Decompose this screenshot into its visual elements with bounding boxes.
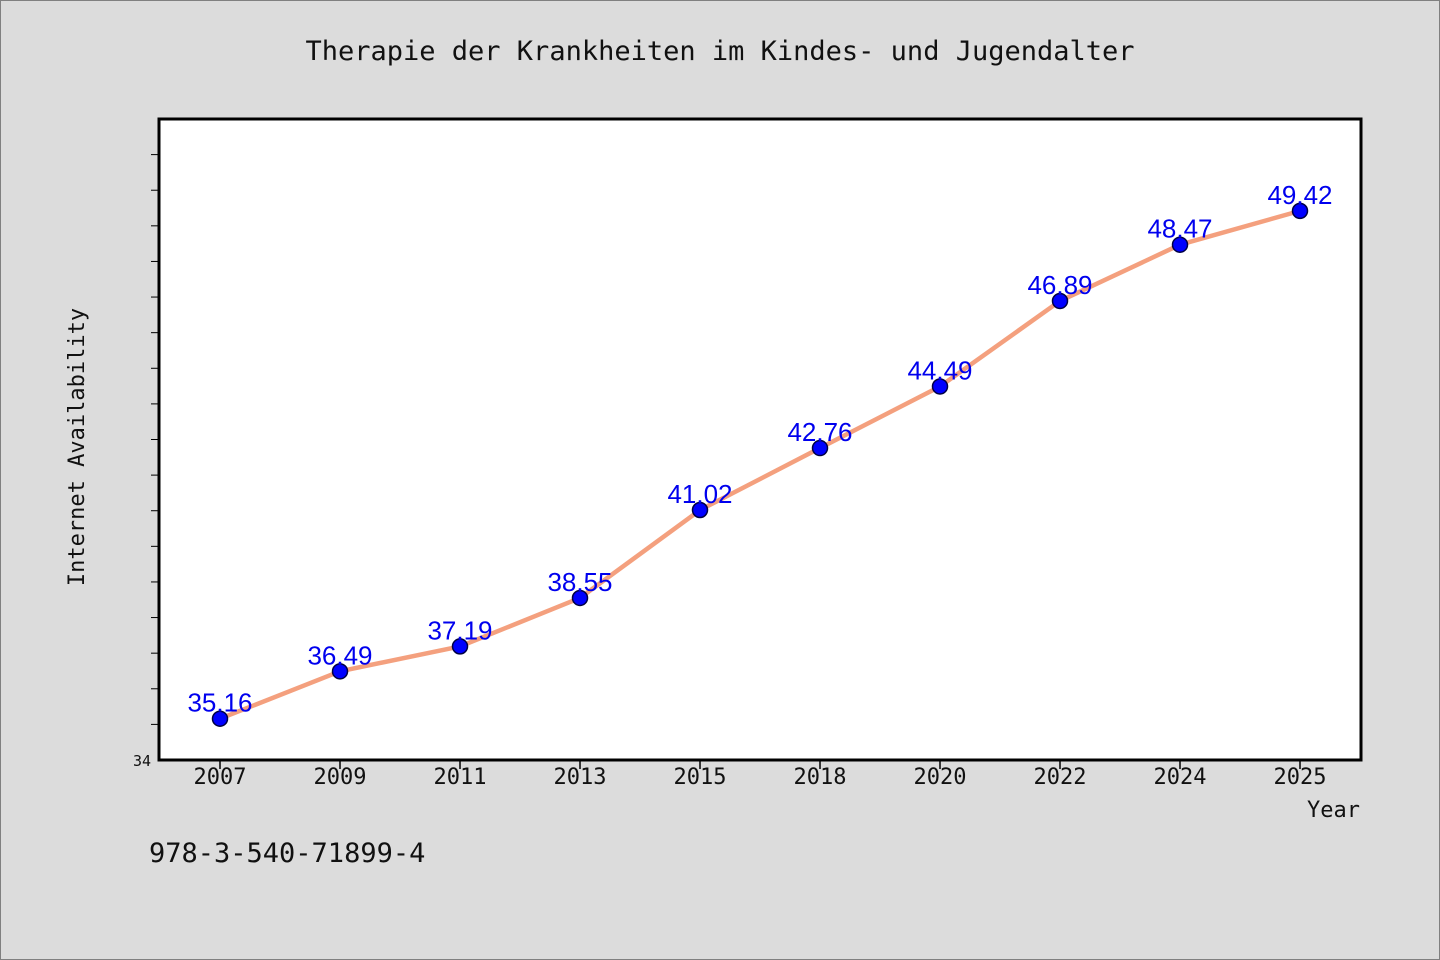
y-axis-min-label: 34 — [133, 752, 151, 770]
y-axis-ticks — [151, 154, 159, 725]
x-tick-label: 2013 — [554, 765, 607, 790]
data-point — [1171, 236, 1189, 253]
x-tick-label: 2025 — [1274, 765, 1327, 790]
data-point — [571, 589, 589, 607]
data-label: 42.76 — [787, 417, 852, 447]
x-tick-label: 2018 — [794, 765, 847, 790]
x-tick-label: 2015 — [674, 765, 727, 790]
data-labels: 35.16 36.49 37.19 38.55 41.02 42.76 44.49 46.89… — [187, 180, 1332, 718]
data-label: 38.55 — [547, 567, 612, 597]
data-label: 35.16 — [187, 688, 252, 718]
x-tick-label: 2011 — [434, 765, 487, 790]
data-label: 36.49 — [307, 640, 372, 670]
isbn-text: 978-3-540-71899-4 — [149, 838, 425, 869]
data-label: 48.47 — [1147, 214, 1212, 244]
chart-title: Therapie der Krankheiten im Kindes- und … — [305, 36, 1134, 67]
data-label: 41.02 — [667, 479, 732, 509]
data-point — [331, 663, 349, 680]
y-axis-title: Internet Availability — [65, 308, 90, 586]
x-tick-label: 2007 — [194, 765, 247, 790]
data-point — [931, 378, 949, 395]
x-tick-label: 2024 — [1154, 765, 1207, 790]
data-label: 46.89 — [1027, 270, 1092, 300]
plot-area — [157, 117, 1363, 762]
x-axis-title: Year — [1307, 798, 1360, 823]
data-point — [1051, 292, 1069, 310]
x-tick-label: 2020 — [914, 765, 967, 790]
data-point — [1291, 202, 1309, 220]
data-label: 44.49 — [907, 355, 972, 385]
data-point — [451, 638, 469, 655]
data-point — [211, 710, 229, 727]
x-axis-ticks — [219, 760, 1301, 769]
series-line — [217, 208, 1303, 721]
data-label: 37.19 — [427, 615, 492, 645]
data-point — [811, 439, 829, 457]
series-layer — [211, 202, 1309, 727]
x-tick-label: 2009 — [314, 765, 367, 790]
x-tick-labels: 2007 2009 2011 2013 2015 2018 2020 2022 2024 2025 — [194, 765, 1327, 790]
data-label: 49.42 — [1267, 180, 1332, 210]
x-tick-label: 2022 — [1034, 765, 1087, 790]
data-point — [691, 501, 709, 519]
